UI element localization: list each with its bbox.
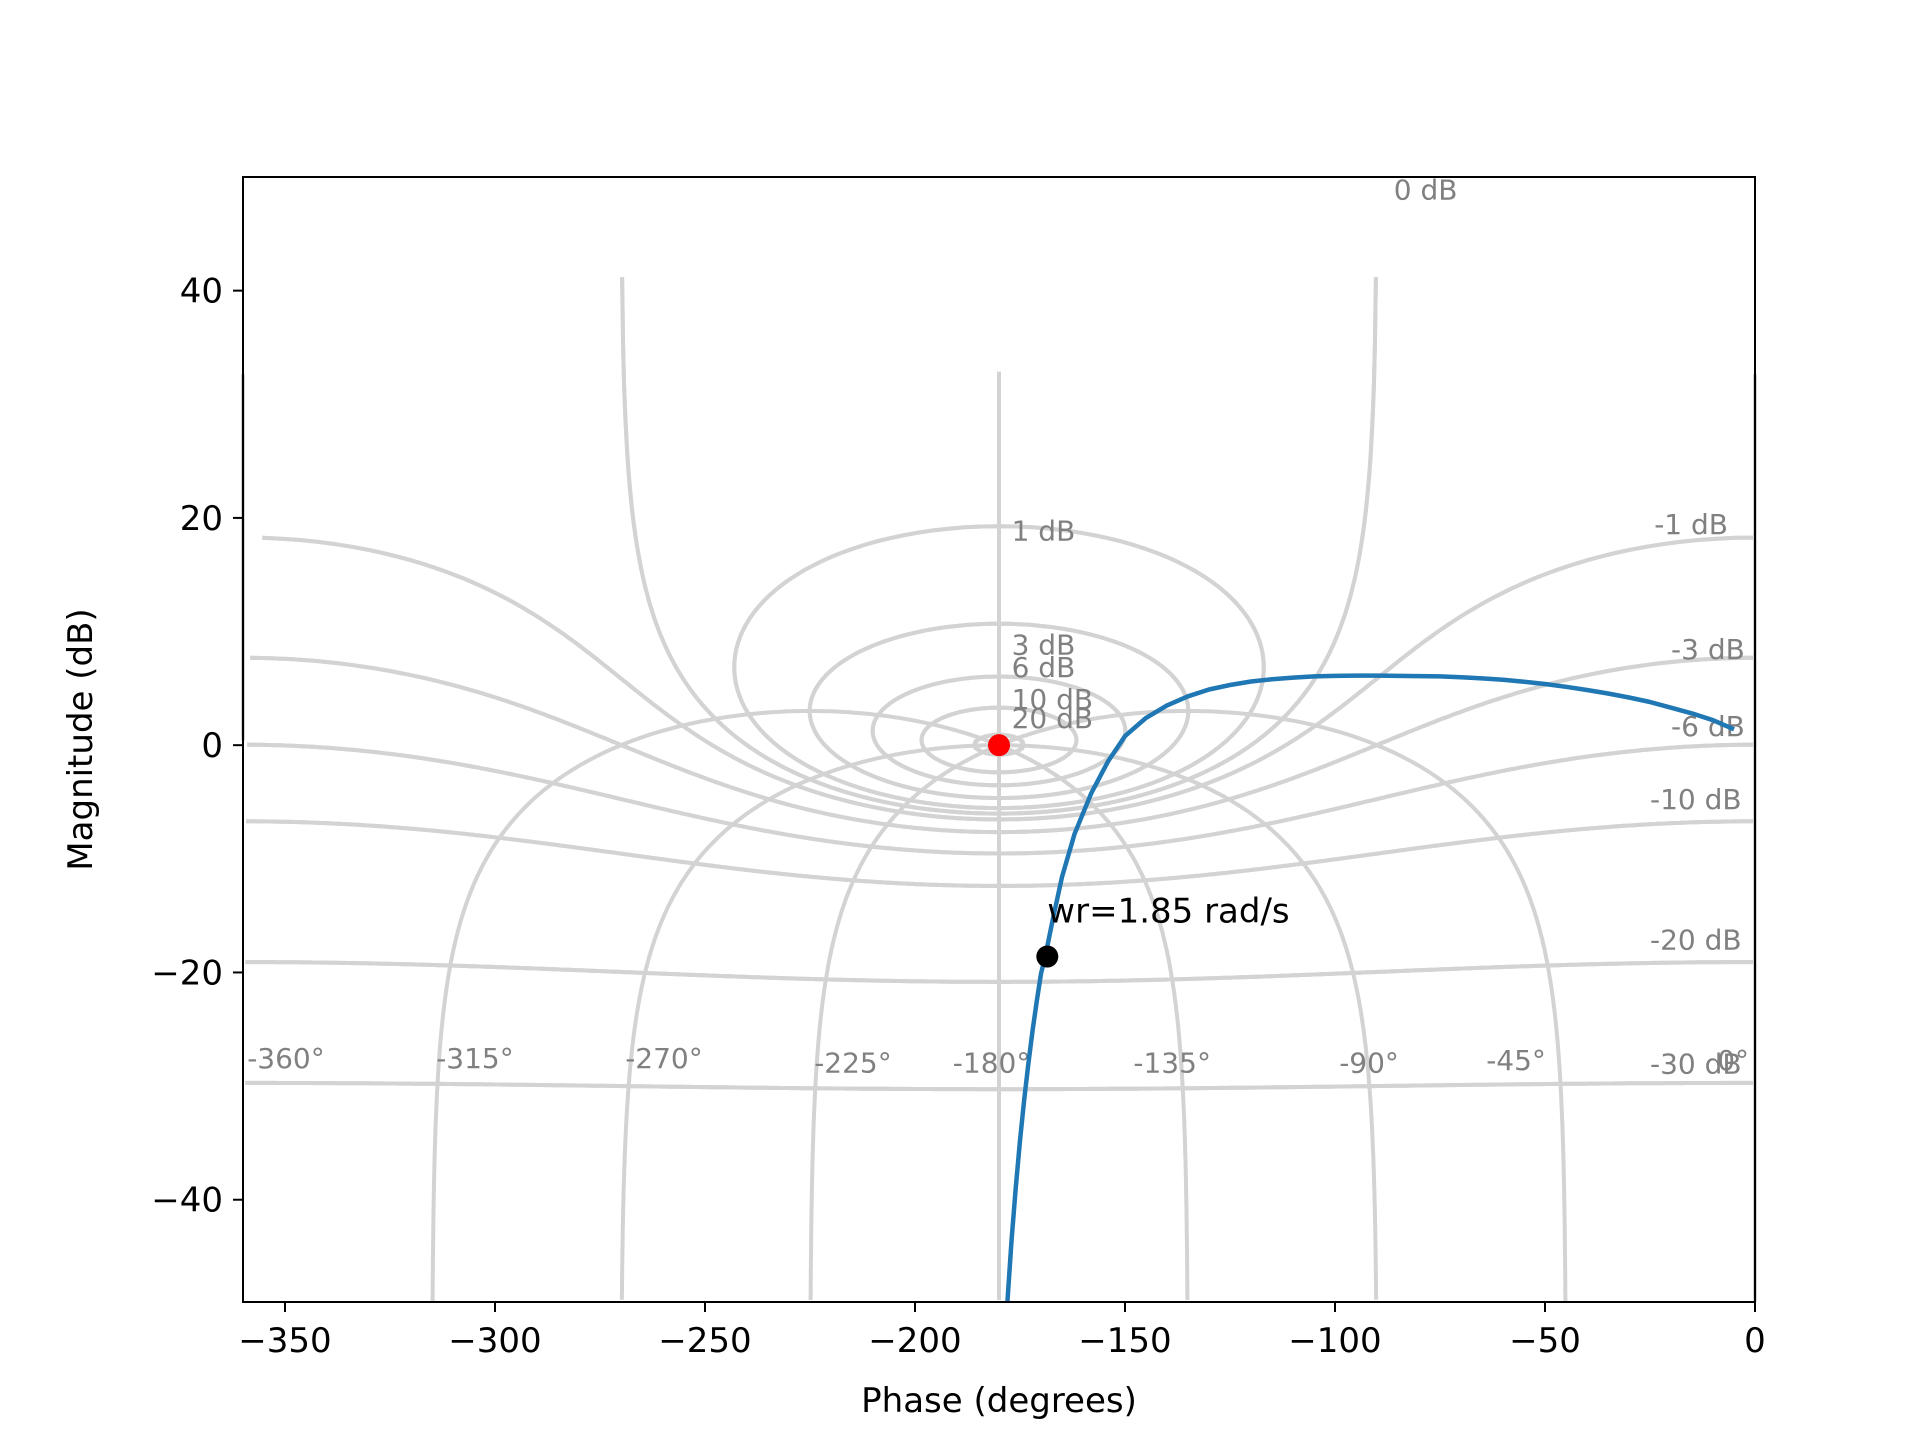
n-contour-label-3: -225° xyxy=(814,1046,892,1079)
y-tick-label-3: 20 xyxy=(180,499,223,539)
points-layer: wr=1.85 rad/s xyxy=(988,734,1290,968)
annotation-0: wr=1.85 rad/s xyxy=(1047,892,1289,932)
x-tick-label-1: −300 xyxy=(448,1321,541,1361)
series-layer xyxy=(1005,673,1735,1303)
x-tick-label-2: −250 xyxy=(658,1321,751,1361)
x-tick-label-6: −50 xyxy=(1509,1321,1581,1361)
x-axis-title: Phase (degrees) xyxy=(861,1381,1137,1421)
m-contour-label-3: 3 dB xyxy=(1012,628,1076,661)
m-contour-label-8: -6 dB xyxy=(1671,710,1745,743)
x-tick-label-0: −350 xyxy=(238,1321,331,1361)
n-contour-label-8: 0° xyxy=(1717,1044,1749,1077)
y-tick-label-1: −20 xyxy=(151,953,223,993)
y-tick-label-2: 0 xyxy=(201,726,223,766)
x-tick-label-3: −200 xyxy=(868,1321,961,1361)
m-contour-label-4: 1 dB xyxy=(1012,515,1076,548)
n-contour-label-4: -180° xyxy=(953,1046,1031,1079)
n-contour-label-1: -315° xyxy=(436,1042,514,1075)
marker-point-0 xyxy=(988,734,1010,757)
marker-point-1 xyxy=(1036,945,1059,968)
x-tick-label-4: −150 xyxy=(1078,1321,1171,1361)
n-contour-label-5: -135° xyxy=(1133,1046,1211,1079)
n-contour-label-7: -45° xyxy=(1486,1044,1546,1077)
y-tick-label-4: 40 xyxy=(180,272,223,312)
plot-frame xyxy=(242,176,1756,1303)
n-contour-label-6: -90° xyxy=(1339,1046,1399,1079)
m-contour-label-2: 6 dB xyxy=(1012,651,1076,684)
m-contour-label-9: -10 dB xyxy=(1650,783,1742,816)
m-contour-label-5: 0 dB xyxy=(1394,174,1458,207)
m-contour-label-10: -20 dB xyxy=(1650,924,1742,957)
x-tick-label-7: 0 xyxy=(1744,1321,1766,1361)
m-contour-label-6: -1 dB xyxy=(1654,508,1728,541)
n-contour-label-2: -270° xyxy=(625,1042,703,1075)
y-axis-title: Magnitude (dB) xyxy=(61,608,101,870)
y-tick-label-0: −40 xyxy=(151,1181,223,1221)
n-contour-label-0: -360° xyxy=(247,1042,325,1075)
m-contour-label-0: 20 dB xyxy=(1012,702,1094,735)
m-contour-label-1: 10 dB xyxy=(1012,683,1094,716)
series-line-0 xyxy=(1005,673,1735,1303)
m-contour-label-11: -30 dB xyxy=(1650,1048,1742,1081)
m-contour-label-7: -3 dB xyxy=(1671,633,1745,666)
x-tick-label-5: −100 xyxy=(1288,1321,1381,1361)
